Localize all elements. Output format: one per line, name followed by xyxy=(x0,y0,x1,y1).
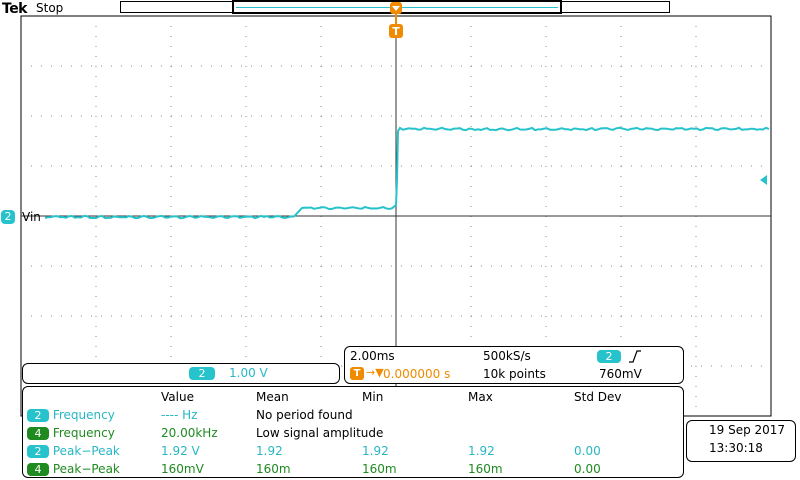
meas-std xyxy=(574,406,674,424)
trigger-level: 760mV xyxy=(599,367,642,381)
channel2-scale-panel[interactable]: 2 1.00 V xyxy=(22,363,340,384)
meas-value: 160mV xyxy=(161,462,204,476)
trigger-position: 0.000000 s xyxy=(383,367,451,381)
trigger-position-icon[interactable]: T xyxy=(389,2,403,38)
meas-channel-badge: 2 xyxy=(27,445,49,458)
time-per-div: 2.00ms xyxy=(350,349,395,363)
channel2-indicator: 2 xyxy=(189,367,215,380)
date: 19 Sep 2017 xyxy=(709,423,786,437)
meas-name: Peak−Peak xyxy=(52,462,120,476)
trigger-arrow-icon: →▼ xyxy=(366,366,384,379)
measurements-panel[interactable]: Value Mean Min Max Std Dev 2 Frequency -… xyxy=(22,386,684,478)
meas-max: 1.92 xyxy=(468,444,495,458)
trigger-level-icon[interactable] xyxy=(760,175,767,185)
time: 13:30:18 xyxy=(709,441,763,455)
meas-mean: No period found xyxy=(256,408,353,422)
meas-name: Frequency xyxy=(52,408,115,422)
measurement-row[interactable]: 2 Frequency ---- Hz No period found xyxy=(27,406,674,424)
meas-mean: 1.92 xyxy=(256,444,283,458)
meas-min: 1.92 xyxy=(362,444,389,458)
meas-std xyxy=(574,424,674,442)
measurement-row[interactable]: 4 Peak−Peak 160mV 160m 160m 160m 0.00 xyxy=(27,460,674,478)
timebase-panel[interactable]: 2.00ms 500kS/s 2 T →▼ 0.000000 s 10k poi… xyxy=(344,346,684,384)
measurements-table: Value Mean Min Max Std Dev 2 Frequency -… xyxy=(27,388,674,478)
measurement-row[interactable]: 2 Peak−Peak 1.92 V 1.92 1.92 1.92 0.00 xyxy=(27,442,674,460)
meas-name: Peak−Peak xyxy=(52,444,120,458)
meas-channel-badge: 2 xyxy=(27,409,49,422)
measurement-row[interactable]: 4 Frequency 20.00kHz Low signal amplitud… xyxy=(27,424,674,442)
meas-name: Frequency xyxy=(52,426,115,440)
trigger-source: 2 xyxy=(597,350,621,363)
meas-max xyxy=(468,424,574,442)
meas-channel-badge: 4 xyxy=(27,427,49,440)
meas-value: ---- Hz xyxy=(161,408,198,422)
meas-max xyxy=(468,406,574,424)
acquisition-status: Stop xyxy=(36,1,64,15)
meas-std: 0.00 xyxy=(574,444,601,458)
meas-std: 0.00 xyxy=(574,462,601,476)
header-mean: Mean xyxy=(256,390,289,404)
meas-value: 1.92 V xyxy=(161,444,200,458)
meas-mean: 160m xyxy=(256,462,291,476)
sample-rate: 500kS/s xyxy=(483,349,531,363)
meas-min: 160m xyxy=(362,462,397,476)
header-value: Value xyxy=(161,390,194,404)
meas-value: 20.00kHz xyxy=(161,426,218,440)
meas-max: 160m xyxy=(468,462,503,476)
brand-logo: Tek xyxy=(2,1,28,17)
channel2-label: Vin xyxy=(22,210,41,224)
trigger-icon: T xyxy=(350,367,364,380)
record-length: 10k points xyxy=(483,367,546,381)
datetime-panel: 19 Sep 2017 13:30:18 xyxy=(686,420,796,462)
channel2-trace xyxy=(44,126,770,220)
channel2-marker[interactable]: 2 xyxy=(1,210,15,224)
meas-channel-badge: 4 xyxy=(27,463,49,476)
header-stddev: Std Dev xyxy=(574,390,622,404)
meas-mean: Low signal amplitude xyxy=(256,426,384,440)
rising-edge-icon xyxy=(629,350,641,363)
measurements-header-row: Value Mean Min Max Std Dev xyxy=(27,388,674,406)
channel2-scale-value: 1.00 V xyxy=(229,366,268,380)
header-max: Max xyxy=(468,390,493,404)
header-min: Min xyxy=(362,390,384,404)
trigger-marker-label: T xyxy=(392,25,400,38)
